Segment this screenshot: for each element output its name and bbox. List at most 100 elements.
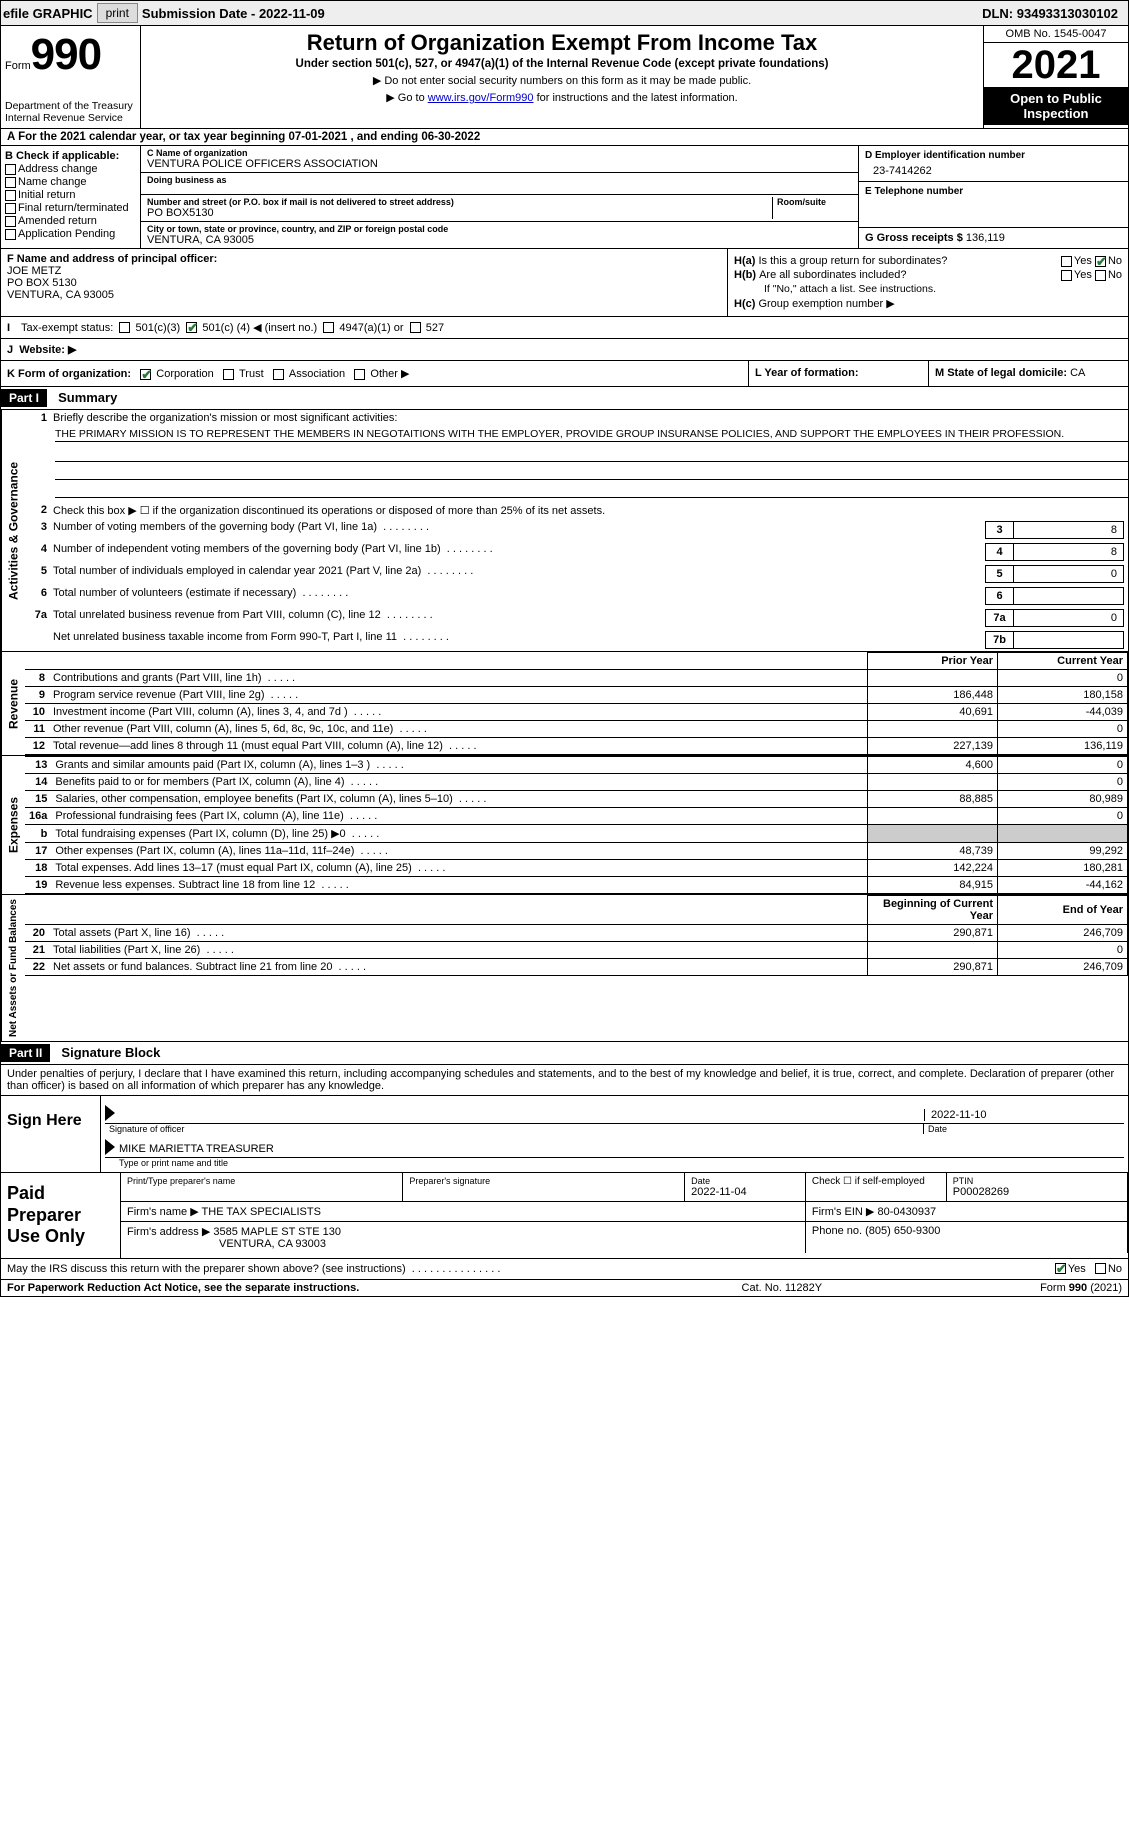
form-title: Return of Organization Exempt From Incom… xyxy=(147,30,977,56)
summary-line: 4Number of independent voting members of… xyxy=(25,541,1128,563)
table-row: 8Contributions and grants (Part VIII, li… xyxy=(25,670,1128,687)
chk-501c[interactable] xyxy=(186,322,197,333)
row-j-website: J Website: ▶ xyxy=(0,339,1129,361)
revenue-section: Revenue Prior Year Current Year 8Contrib… xyxy=(0,652,1129,756)
table-row: 10Investment income (Part VIII, column (… xyxy=(25,704,1128,721)
block-h: H(a) Is this a group return for subordin… xyxy=(728,249,1128,316)
col-deg: D Employer identification number 23-7414… xyxy=(858,146,1128,248)
row-klm: K Form of organization: Corporation Trus… xyxy=(0,361,1129,387)
part1-header: Part I Summary xyxy=(0,387,1129,410)
discuss-yes[interactable] xyxy=(1055,1263,1066,1274)
firm-phone: (805) 650-9300 xyxy=(865,1225,940,1237)
city-state-zip: VENTURA, CA 93005 xyxy=(147,234,852,246)
summary-line: Net unrelated business taxable income fr… xyxy=(25,629,1128,651)
omb-number: OMB No. 1545-0047 xyxy=(984,26,1128,43)
ptin: P00028269 xyxy=(953,1186,1009,1198)
dept-treasury: Department of the Treasury xyxy=(5,100,136,112)
mission-statement: THE PRIMARY MISSION IS TO REPRESENT THE … xyxy=(55,428,1128,442)
row-i-tax-exempt: I Tax-exempt status: 501(c)(3) 501(c) (4… xyxy=(0,317,1129,339)
state-domicile: CA xyxy=(1070,367,1085,379)
net-assets-table: Beginning of Current Year End of Year 20… xyxy=(25,895,1128,976)
sig-arrow-icon xyxy=(105,1105,115,1121)
table-row: 17Other expenses (Part IX, column (A), l… xyxy=(25,843,1128,860)
table-row: 13Grants and similar amounts paid (Part … xyxy=(25,757,1128,774)
col-c: C Name of organization VENTURA POLICE OF… xyxy=(141,146,858,248)
table-row: 15Salaries, other compensation, employee… xyxy=(25,791,1128,808)
header-right: OMB No. 1545-0047 2021 Open to Public In… xyxy=(983,26,1128,128)
ha-yes[interactable] xyxy=(1061,256,1072,267)
section-bcdeg: B Check if applicable: Address change Na… xyxy=(0,146,1129,249)
summary-line: 6Total number of volunteers (estimate if… xyxy=(25,585,1128,607)
paid-preparer-block: Paid Preparer Use Only Print/Type prepar… xyxy=(0,1173,1129,1259)
perjury-statement: Under penalties of perjury, I declare th… xyxy=(0,1065,1129,1096)
print-button[interactable]: print xyxy=(97,3,138,23)
hb-yes[interactable] xyxy=(1061,270,1072,281)
table-row: 20Total assets (Part X, line 16) . . . .… xyxy=(25,925,1128,942)
street-address: PO BOX5130 xyxy=(147,207,772,219)
table-row: 18Total expenses. Add lines 13–17 (must … xyxy=(25,860,1128,877)
form-header: Form990 Department of the Treasury Inter… xyxy=(0,26,1129,129)
firm-name: THE TAX SPECIALISTS xyxy=(202,1206,321,1218)
net-assets-section: Net Assets or Fund Balances Beginning of… xyxy=(0,895,1129,1042)
chk-501c3[interactable] xyxy=(119,322,130,333)
ha-no[interactable] xyxy=(1095,256,1106,267)
top-bar: efile GRAPHIC print Submission Date - 20… xyxy=(0,0,1129,26)
chk-assoc[interactable] xyxy=(273,369,284,380)
sign-here-block: Sign Here 2022-11-10 Signature of office… xyxy=(0,1096,1129,1173)
summary-line: 5Total number of individuals employed in… xyxy=(25,563,1128,585)
table-row: 21Total liabilities (Part X, line 26) . … xyxy=(25,942,1128,959)
ssn-note: ▶ Do not enter social security numbers o… xyxy=(147,74,977,87)
chk-corp[interactable] xyxy=(140,369,151,380)
chk-name-change[interactable]: Name change xyxy=(5,176,136,188)
chk-application-pending[interactable]: Application Pending xyxy=(5,228,136,240)
chk-address-change[interactable]: Address change xyxy=(5,163,136,175)
chk-initial-return[interactable]: Initial return xyxy=(5,189,136,201)
col-b-checkboxes: B Check if applicable: Address change Na… xyxy=(1,146,141,248)
irs-link[interactable]: www.irs.gov/Form990 xyxy=(428,92,534,104)
table-row: 9Program service revenue (Part VIII, lin… xyxy=(25,687,1128,704)
form-subtitle: Under section 501(c), 527, or 4947(a)(1)… xyxy=(147,58,977,70)
discuss-no[interactable] xyxy=(1095,1263,1106,1274)
table-row: 12Total revenue—add lines 8 through 11 (… xyxy=(25,738,1128,755)
table-row: 14Benefits paid to or for members (Part … xyxy=(25,774,1128,791)
chk-trust[interactable] xyxy=(223,369,234,380)
header-left: Form990 Department of the Treasury Inter… xyxy=(1,26,141,128)
table-row: 16aProfessional fundraising fees (Part I… xyxy=(25,808,1128,825)
efile-label: efile GRAPHIC xyxy=(3,6,93,21)
expenses-table: 13Grants and similar amounts paid (Part … xyxy=(25,756,1128,894)
gross-receipts: 136,119 xyxy=(966,232,1005,244)
chk-527[interactable] xyxy=(410,322,421,333)
goto-note: ▶ Go to www.irs.gov/Form990 for instruct… xyxy=(147,91,977,104)
tax-year: 2021 xyxy=(984,43,1128,87)
sig-arrow-icon xyxy=(105,1139,115,1155)
chk-4947[interactable] xyxy=(323,322,334,333)
part2-header: Part II Signature Block xyxy=(0,1042,1129,1065)
principal-officer: F Name and address of principal officer:… xyxy=(1,249,728,316)
chk-final-return[interactable]: Final return/terminated xyxy=(5,202,136,214)
open-public: Open to Public Inspection xyxy=(984,87,1128,125)
summary-line: 3Number of voting members of the governi… xyxy=(25,519,1128,541)
chk-amended-return[interactable]: Amended return xyxy=(5,215,136,227)
header-mid: Return of Organization Exempt From Incom… xyxy=(141,26,983,128)
expenses-section: Expenses 13Grants and similar amounts pa… xyxy=(0,756,1129,895)
org-name: VENTURA POLICE OFFICERS ASSOCIATION xyxy=(147,158,852,170)
block-fh: F Name and address of principal officer:… xyxy=(0,249,1129,317)
ein: 23-7414262 xyxy=(865,161,1122,177)
submission-label: Submission Date - 2022-11-09 xyxy=(142,6,325,21)
officer-name: MIKE MARIETTA TREASURER xyxy=(119,1143,274,1155)
table-row: bTotal fundraising expenses (Part IX, co… xyxy=(25,825,1128,843)
hb-no[interactable] xyxy=(1095,270,1106,281)
form-number: Form990 xyxy=(5,30,136,80)
revenue-table: Prior Year Current Year 8Contributions a… xyxy=(25,652,1128,755)
table-row: 11Other revenue (Part VIII, column (A), … xyxy=(25,721,1128,738)
irs-label: Internal Revenue Service xyxy=(5,112,136,124)
dln: DLN: 93493313030102 xyxy=(982,6,1126,21)
sig-date: 2022-11-10 xyxy=(924,1109,1124,1121)
summary-line: 7aTotal unrelated business revenue from … xyxy=(25,607,1128,629)
chk-other[interactable] xyxy=(354,369,365,380)
row-a-tax-year: A For the 2021 calendar year, or tax yea… xyxy=(0,129,1129,146)
table-row: 22Net assets or fund balances. Subtract … xyxy=(25,959,1128,976)
irs-discuss-question: May the IRS discuss this return with the… xyxy=(0,1259,1129,1280)
footer-bar: For Paperwork Reduction Act Notice, see … xyxy=(0,1280,1129,1297)
activities-governance: Activities & Governance 1 Briefly descri… xyxy=(0,410,1129,652)
